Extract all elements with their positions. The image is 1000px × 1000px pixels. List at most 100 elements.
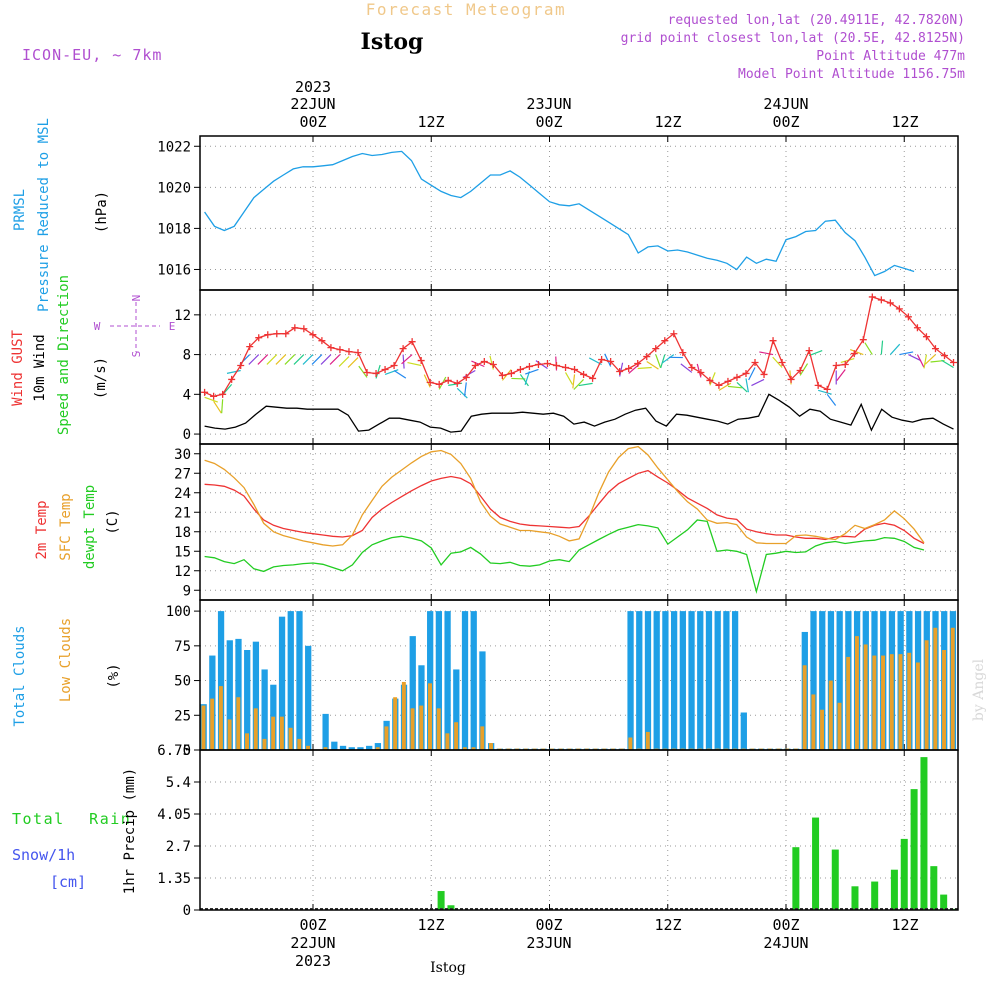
wind-gust-point [462, 373, 470, 381]
low-cloud-bar [306, 745, 310, 750]
wind-gust-point [444, 376, 452, 384]
wind-gust-point [372, 369, 380, 377]
wind-arrow [375, 364, 381, 379]
chart-title: Forecast Meteogram [366, 0, 566, 19]
temp-line-sfc [204, 445, 925, 547]
total-cloud-bar [662, 611, 669, 750]
low-cloud-bar [218, 686, 223, 750]
wind-gust-point [435, 380, 443, 388]
wind-gust-point [291, 324, 299, 332]
wind-gust-point [309, 331, 317, 339]
total-cloud-bar [653, 611, 660, 750]
wind-gust-point [742, 369, 750, 377]
wind-arrow [463, 382, 467, 397]
wind-gust-point [751, 359, 759, 367]
compass-west: W [94, 320, 101, 333]
wind-gust-point [553, 362, 561, 370]
total-cloud-bar [427, 611, 434, 750]
compass-rose: N E S W [94, 295, 176, 358]
wind-gust-point [210, 392, 218, 400]
low-cloud-bar [628, 737, 633, 750]
wind-arrow [226, 369, 241, 374]
total-cloud-bar [244, 650, 251, 750]
wind-arrow [320, 354, 332, 365]
wind-gust-point [886, 299, 894, 307]
wind-arrow [338, 356, 350, 367]
top-tick-3: 12Z [654, 113, 681, 131]
total-cloud-bar [261, 669, 268, 750]
wind-arrow [916, 354, 925, 368]
wind-arrow [311, 354, 323, 365]
low-cloud-bar [410, 708, 415, 750]
wind-gust-point [697, 368, 705, 376]
low-cloud-bar [288, 727, 293, 750]
wind-gust-point [913, 324, 921, 332]
panel-wind: 0 4 8 12 [174, 290, 958, 444]
wind-arrow [358, 365, 368, 378]
wind-gust-point [868, 293, 876, 301]
rain-bar [930, 866, 938, 910]
low-cloud-bar [401, 681, 406, 750]
rain-bar [437, 891, 445, 910]
low-cloud-bar [236, 697, 241, 750]
wind-gust-point [399, 345, 407, 353]
wind-arrow [751, 378, 765, 387]
wind-gust-point [246, 343, 254, 351]
rain-bar [871, 881, 879, 910]
wind-arrow [637, 366, 652, 370]
low-cloud-bar [201, 705, 206, 750]
total-cloud-bar [731, 611, 739, 750]
rain-bar [447, 905, 455, 910]
low-cloud-bar [428, 683, 432, 750]
bottom-tick-1: 12Z [417, 916, 444, 934]
low-cloud-bar [375, 747, 380, 750]
clouds-ytick-label: 75 [174, 639, 191, 655]
low-cloud-bar [471, 747, 476, 750]
wind-arrow [393, 369, 407, 379]
low-cloud-bar [872, 655, 877, 750]
wind-gust-point [580, 370, 588, 378]
wind-gust-point [769, 337, 777, 345]
bottom-tick-3: 12Z [654, 916, 681, 934]
wind-arrow [284, 354, 296, 365]
wind-gust-point [850, 350, 858, 358]
low-cloud-bar [828, 680, 833, 750]
rain-bar [900, 838, 908, 910]
panel-pressure: 1016 1018 1020 1022 [157, 136, 958, 290]
total-cloud-bar [296, 611, 303, 750]
top-tick-0: 00Z [299, 113, 326, 131]
precipitation-frame [199, 749, 959, 911]
wind-arrow [748, 367, 756, 381]
wind-arrow [759, 351, 774, 356]
wind-gust-point [931, 345, 939, 353]
pressure-label-msl: Pressure Reduced to MSL [36, 118, 52, 312]
wind-arrow [329, 354, 341, 365]
total-cloud-bar [714, 611, 721, 750]
total-cloud-bar [740, 712, 747, 750]
wind-gust-point [832, 362, 840, 370]
wind-arrow [293, 354, 305, 365]
wind-gust-point [724, 377, 732, 385]
wind-gust-point [534, 361, 542, 369]
wind-gust-point [625, 364, 633, 372]
wind-gust-point [390, 362, 398, 370]
gridpoint-coords: grid point closest lon,lat (20.5E, 42.81… [621, 31, 965, 46]
temperature-ytick-label: 24 [174, 486, 191, 502]
wind-gust-point [255, 334, 263, 342]
low-cloud-bar [227, 719, 232, 750]
low-cloud-bar [942, 650, 946, 750]
wind-gust-point [273, 330, 281, 338]
wind-arrow [519, 374, 529, 387]
wind-gust-point [634, 360, 642, 368]
total-cloud-bar [366, 745, 373, 750]
clouds-ytick-label: 25 [174, 708, 191, 724]
total-cloud-bar [453, 669, 460, 750]
wind-arrow [799, 363, 809, 376]
total-cloud-bar [435, 611, 443, 750]
wind-gust-point [877, 296, 885, 304]
top-time-axis: 2023 22JUN 23JUN 24JUN 00Z 12Z 00Z 12Z 0… [290, 78, 918, 131]
wind-arrow [213, 400, 222, 414]
total-cloud-bar [636, 611, 643, 750]
wind-arrow [646, 361, 659, 370]
wind-arrow [745, 378, 750, 393]
